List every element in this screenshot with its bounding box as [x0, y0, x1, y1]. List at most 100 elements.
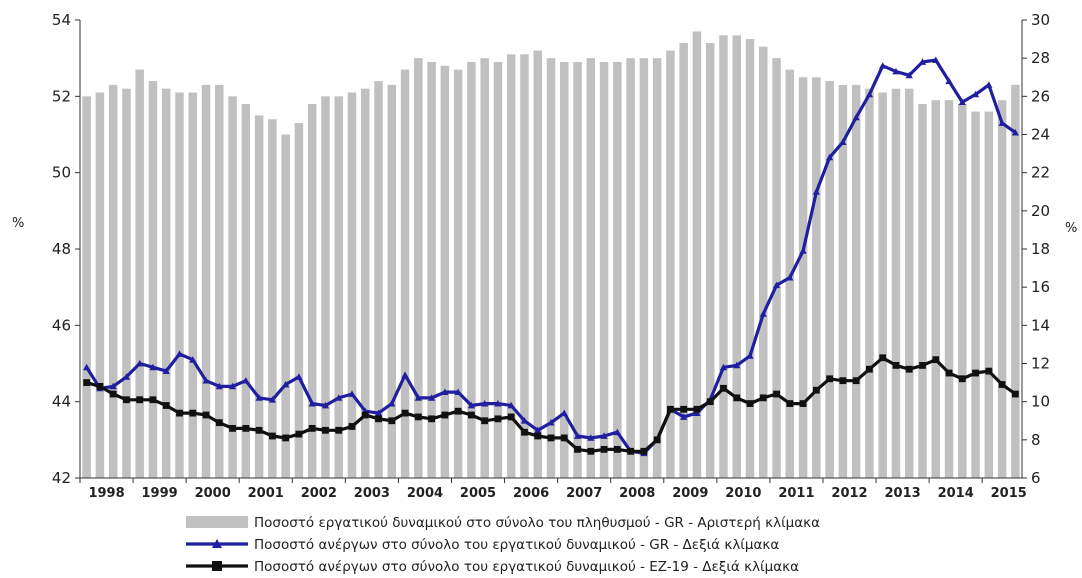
- bar: [241, 103, 251, 478]
- point: [454, 388, 462, 396]
- point: [494, 415, 502, 423]
- right-tick-label: 14: [1031, 316, 1050, 334]
- bar: [705, 42, 715, 479]
- bar: [122, 88, 131, 478]
- point: [812, 188, 820, 195]
- bar: [679, 42, 688, 479]
- x-tick-label: 2008: [619, 486, 655, 501]
- point: [374, 409, 383, 416]
- bar: [321, 96, 330, 478]
- bar: [400, 69, 410, 478]
- bar: [692, 31, 702, 478]
- point: [879, 354, 887, 362]
- x-tick-label: 1998: [88, 486, 124, 501]
- right-tick-label: 16: [1031, 278, 1050, 296]
- point: [202, 411, 210, 419]
- point: [852, 377, 860, 385]
- point: [746, 352, 754, 359]
- point: [958, 375, 966, 383]
- x-tick-label: 2014: [938, 486, 974, 501]
- point: [282, 434, 290, 442]
- point: [123, 396, 130, 404]
- left-tick-label: 54: [52, 11, 71, 29]
- point: [229, 424, 236, 432]
- right-tick-label: 26: [1031, 87, 1050, 105]
- bar: [506, 54, 516, 478]
- point: [441, 411, 449, 419]
- point: [162, 402, 170, 409]
- point: [414, 413, 422, 421]
- legend-swatch: [186, 516, 248, 528]
- point: [520, 417, 529, 424]
- bar: [613, 61, 622, 478]
- point: [720, 384, 727, 392]
- ez-unemployment-series: [83, 354, 1019, 455]
- bar: [161, 88, 171, 478]
- right-axis-unit: %: [1065, 221, 1077, 236]
- point: [945, 369, 953, 377]
- point: [534, 432, 542, 440]
- bar: [626, 58, 635, 479]
- point: [268, 396, 276, 403]
- point: [613, 445, 621, 453]
- left-axis: 42 44 46 48 50 52 54: [52, 11, 80, 487]
- point: [680, 405, 688, 413]
- point: [733, 361, 741, 369]
- bar: [573, 61, 582, 478]
- point: [587, 434, 595, 441]
- bar: [984, 111, 994, 478]
- bar: [480, 58, 489, 479]
- point: [985, 81, 993, 88]
- bar: [825, 81, 834, 479]
- point: [693, 409, 701, 416]
- point: [481, 417, 489, 425]
- point: [348, 390, 356, 397]
- point: [640, 447, 648, 455]
- point: [1011, 390, 1019, 398]
- bar: [586, 58, 596, 479]
- left-tick-label: 50: [52, 164, 71, 182]
- bar: [904, 88, 914, 478]
- point: [998, 119, 1006, 126]
- right-tick-label: 28: [1031, 49, 1050, 67]
- bar: [188, 92, 198, 479]
- point: [242, 377, 250, 384]
- point: [149, 396, 157, 404]
- bar: [175, 92, 184, 479]
- point: [335, 394, 343, 401]
- bar: [268, 119, 277, 478]
- right-tick-label: 10: [1031, 393, 1050, 411]
- point: [175, 350, 184, 357]
- x-tick-label: 2013: [884, 486, 920, 501]
- bar: [82, 96, 91, 478]
- x-tick-label: 2012: [831, 486, 867, 501]
- point: [308, 424, 316, 432]
- point: [215, 382, 223, 390]
- legend-label: Ποσοστό ανέργων στο σύνολο του εργατικού…: [254, 537, 779, 553]
- point: [322, 426, 329, 434]
- x-tick-label: 2010: [725, 486, 761, 501]
- point: [839, 138, 847, 146]
- bar: [307, 103, 317, 478]
- bar: [958, 103, 967, 478]
- point: [507, 413, 515, 421]
- point: [573, 432, 582, 439]
- bar: [560, 61, 569, 478]
- point: [839, 377, 847, 385]
- point: [321, 401, 330, 409]
- point: [295, 430, 303, 438]
- bar: [414, 58, 423, 479]
- point: [215, 419, 223, 427]
- point: [534, 426, 542, 434]
- point: [560, 409, 568, 416]
- point: [759, 310, 767, 317]
- bar: [347, 92, 357, 479]
- point: [985, 367, 993, 375]
- legend-item: Ποσοστό εργατικού δυναμικού στο σύνολο τ…: [186, 515, 820, 531]
- point: [680, 413, 688, 420]
- bar: [533, 50, 542, 479]
- point: [149, 363, 157, 371]
- point: [892, 362, 900, 369]
- point: [945, 77, 953, 84]
